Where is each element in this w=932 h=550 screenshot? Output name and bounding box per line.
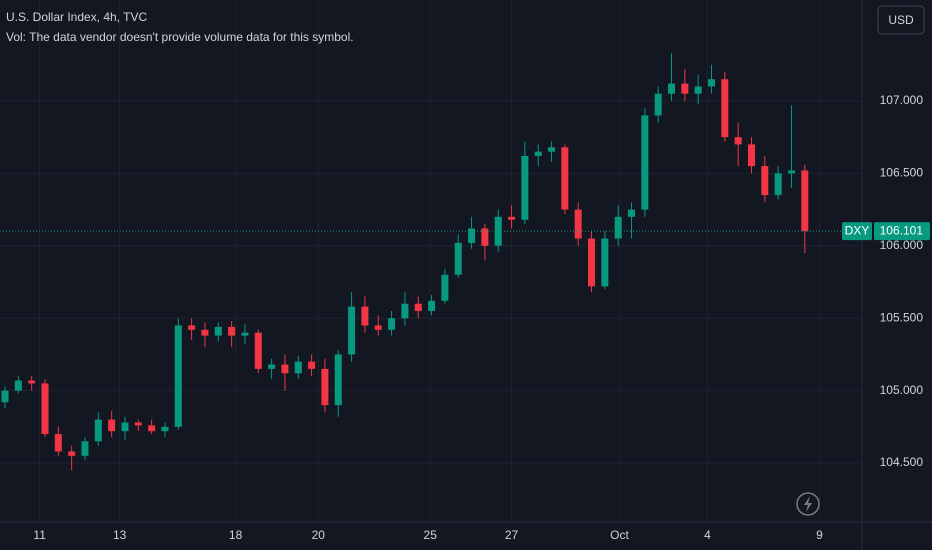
- candle-body: [268, 364, 276, 369]
- candles: [1, 53, 809, 471]
- candle-body: [321, 368, 329, 406]
- candle-body: [28, 380, 36, 384]
- y-tick-label: 106.000: [880, 238, 924, 252]
- candle-body: [734, 137, 742, 145]
- candle-body: [228, 326, 236, 336]
- candle-body: [308, 361, 316, 369]
- candle-body: [548, 147, 556, 152]
- candle-body: [214, 326, 222, 336]
- candle-body: [774, 173, 782, 196]
- x-tick-label: 11: [33, 528, 46, 542]
- candle-body: [94, 419, 102, 442]
- currency-button[interactable]: [877, 5, 925, 35]
- candle-body: [614, 216, 622, 239]
- x-tick-label: 4: [704, 528, 711, 542]
- x-tick-label: Oct: [610, 528, 629, 542]
- candle-body: [428, 300, 436, 311]
- candle-body: [241, 332, 249, 336]
- x-tick-label: 9: [816, 528, 823, 542]
- last-price-label: 106.101: [880, 223, 924, 237]
- flash-bolt[interactable]: [804, 496, 812, 512]
- chart-title: U.S. Dollar Index, 4h, TVC: [6, 10, 148, 24]
- grid: [0, 0, 862, 522]
- x-tick-label: 18: [229, 528, 243, 542]
- y-tick-label: 105.500: [880, 310, 924, 324]
- y-tick-label: 107.000: [880, 93, 924, 107]
- candle-body: [441, 274, 449, 301]
- candle-body: [134, 422, 142, 426]
- candle-body: [414, 303, 422, 311]
- candle-body: [148, 425, 156, 432]
- candle-body: [334, 354, 342, 406]
- chart-subtitle: Vol: The data vendor doesn't provide vol…: [6, 30, 354, 44]
- flash-circle[interactable]: [796, 492, 820, 516]
- candle-body: [468, 228, 476, 243]
- candle-body: [201, 329, 209, 336]
- x-tick-label: 20: [312, 528, 326, 542]
- candle-body: [801, 170, 809, 232]
- candle-body: [188, 325, 196, 330]
- symbol-label: DXY: [845, 223, 870, 237]
- candle-body: [361, 306, 369, 326]
- y-tick-label: 104.500: [880, 455, 924, 469]
- symbol-badge: [842, 222, 872, 241]
- candle-body: [574, 209, 582, 239]
- candle-body: [561, 147, 569, 210]
- currency-label[interactable]: USD: [888, 13, 914, 27]
- candle-body: [628, 209, 636, 217]
- candle-body: [534, 151, 542, 156]
- candle-body: [14, 380, 22, 391]
- candle-body: [454, 242, 462, 275]
- candle-body: [294, 361, 302, 374]
- candle-body: [761, 166, 769, 196]
- candle-body: [708, 79, 716, 87]
- candle-body: [54, 434, 62, 452]
- candle-body: [161, 426, 169, 432]
- candle-body: [654, 93, 662, 116]
- candle-body: [108, 419, 116, 432]
- candle-body: [588, 238, 596, 287]
- candle-body: [401, 303, 409, 319]
- candle-body: [388, 318, 396, 330]
- candle-body: [508, 216, 516, 220]
- candle-body: [1, 390, 9, 403]
- candle-body: [681, 83, 689, 94]
- candle-body: [668, 83, 676, 94]
- y-tick-label: 106.500: [880, 166, 924, 180]
- x-tick-label: 25: [424, 528, 438, 542]
- candle-body: [787, 170, 795, 174]
- candle-body: [481, 228, 489, 246]
- candle-body: [281, 364, 289, 374]
- candle-body: [694, 86, 702, 94]
- candle-body: [41, 383, 49, 435]
- candle-body: [348, 306, 356, 355]
- candle-body: [81, 441, 89, 456]
- candle-body: [747, 144, 755, 167]
- y-tick-label: 105.000: [880, 383, 924, 397]
- candle-body: [521, 155, 529, 220]
- last-price-badge: [874, 222, 930, 241]
- candle-body: [254, 332, 262, 369]
- candle-body: [641, 115, 649, 210]
- candle-body: [174, 325, 182, 427]
- candle-body: [721, 79, 729, 138]
- candle-body: [68, 451, 76, 456]
- candle-body: [121, 422, 129, 432]
- candle-body: [601, 238, 609, 287]
- flash-icon[interactable]: [796, 492, 820, 516]
- x-tick-label: 13: [113, 528, 127, 542]
- candle-body: [374, 325, 382, 330]
- x-tick-label: 27: [505, 528, 519, 542]
